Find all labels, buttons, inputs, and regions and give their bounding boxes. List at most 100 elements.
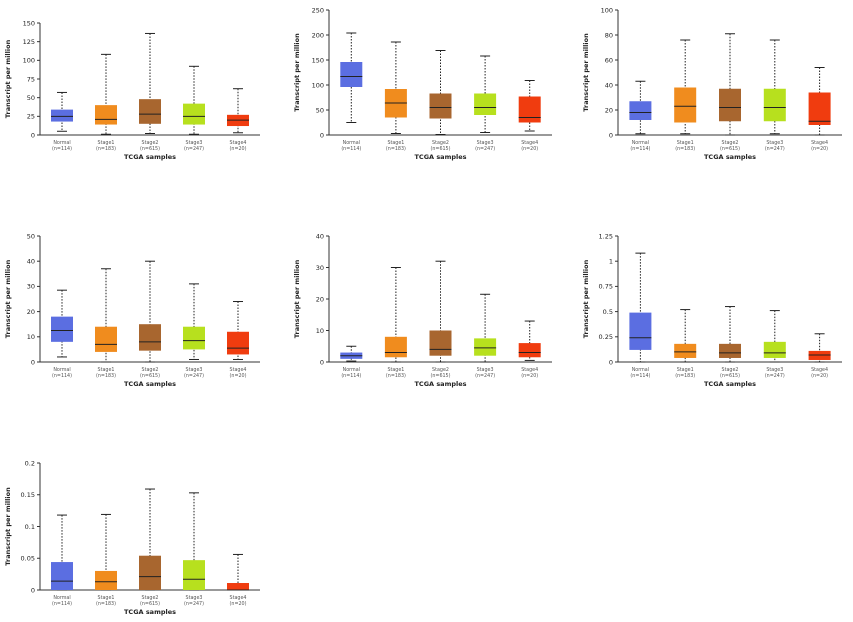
boxplot-panel-6: 0 0.25 0.5 0.75 1 1.25 Transcript per million N… <box>582 232 842 388</box>
sample-count-label: (n=114) <box>630 373 650 379</box>
y-axis-label: Transcript per million <box>4 259 12 338</box>
sample-count-label: (n=114) <box>52 146 72 152</box>
category-label: Stage1 <box>387 140 404 146</box>
y-tick-label: 0 <box>320 358 324 366</box>
x-axis-label: TCGA samples <box>124 380 176 388</box>
y-tick-label: 25 <box>27 113 35 121</box>
category-label: Stage1 <box>98 595 115 601</box>
box-stage3 <box>183 326 205 350</box>
sample-count-label: (n=247) <box>765 146 785 152</box>
sample-count-label: (n=615) <box>720 146 740 152</box>
box-stage4 <box>808 92 831 125</box>
box-stage1 <box>674 87 697 123</box>
box-stage2 <box>719 88 741 122</box>
sample-count-label: (n=247) <box>765 373 785 379</box>
category-label: Stage4 <box>811 367 828 373</box>
y-tick-label: 10 <box>27 333 35 341</box>
x-axis-label: TCGA samples <box>124 608 176 616</box>
sample-count-label: (n=183) <box>675 373 695 379</box>
y-tick-label: 50 <box>316 106 324 114</box>
sample-count-label: (n=615) <box>720 373 740 379</box>
box-stage4 <box>808 350 831 360</box>
sample-count-label: (n=247) <box>184 601 204 607</box>
y-tick-label: 200 <box>312 31 324 39</box>
x-axis-label: TCGA samples <box>704 380 756 388</box>
y-tick-label: 0 <box>609 358 613 366</box>
box-stage4 <box>227 583 249 590</box>
y-tick-label: 40 <box>605 81 613 89</box>
y-tick-label: 0.25 <box>599 333 613 341</box>
y-tick-label: 100 <box>601 6 613 14</box>
sample-count-label: (n=114) <box>341 373 361 379</box>
category-label: Stage4 <box>230 367 247 373</box>
category-label: Stage4 <box>811 140 828 146</box>
category-label: Stage2 <box>142 140 159 146</box>
category-label: Normal <box>53 595 70 601</box>
category-label: Stage4 <box>230 595 247 601</box>
box-stage4 <box>518 343 541 358</box>
sample-count-label: (n=183) <box>386 146 406 152</box>
category-label: Stage2 <box>722 367 739 373</box>
boxplot-panel-2: 0 50 100 150 200 250 Transcript per million Nor… <box>293 6 552 161</box>
box-stage3 <box>763 341 786 358</box>
y-tick-label: 0 <box>31 586 35 594</box>
category-label: Stage2 <box>432 367 449 373</box>
sample-count-label: (n=247) <box>475 146 495 152</box>
sample-count-label: (n=183) <box>675 146 695 152</box>
category-label: Normal <box>53 140 70 146</box>
y-tick-label: 20 <box>605 106 613 114</box>
box-stage1 <box>384 336 407 358</box>
sample-count-label: (n=183) <box>386 373 406 379</box>
y-tick-label: 0 <box>320 131 324 139</box>
y-tick-label: 40 <box>27 258 35 266</box>
sample-count-label: (n=615) <box>140 601 160 607</box>
y-tick-label: 10 <box>316 327 324 335</box>
y-tick-label: 150 <box>23 19 35 27</box>
x-axis-label: TCGA samples <box>124 153 176 161</box>
sample-count-label: (n=114) <box>341 146 361 152</box>
y-tick-label: 75 <box>27 75 35 83</box>
box-stage3 <box>183 560 205 590</box>
y-tick-label: 250 <box>312 6 324 14</box>
category-label: Stage2 <box>432 140 449 146</box>
y-tick-label: 30 <box>27 283 35 291</box>
y-tick-label: 100 <box>312 81 324 89</box>
x-axis-label: TCGA samples <box>704 153 756 161</box>
category-label: Stage1 <box>677 367 694 373</box>
box-stage2 <box>719 343 741 358</box>
box-stage2 <box>429 93 452 119</box>
y-tick-label: 40 <box>316 232 324 240</box>
sample-count-label: (n=183) <box>96 601 116 607</box>
sample-count-label: (n=20) <box>521 373 538 379</box>
category-label: Normal <box>632 140 649 146</box>
box-normal <box>51 109 73 122</box>
sample-count-label: (n=615) <box>140 373 160 379</box>
y-tick-label: 0.15 <box>21 491 35 499</box>
box-normal <box>629 101 652 120</box>
sample-count-label: (n=20) <box>230 601 247 607</box>
category-label: Normal <box>53 367 70 373</box>
category-label: Stage3 <box>766 140 783 146</box>
sample-count-label: (n=20) <box>811 373 828 379</box>
y-tick-label: 150 <box>312 56 324 64</box>
y-tick-label: 1.25 <box>599 232 613 240</box>
box-normal <box>51 562 73 590</box>
y-tick-label: 0.2 <box>25 459 35 467</box>
sample-count-label: (n=615) <box>140 146 160 152</box>
box-normal <box>340 62 363 87</box>
boxplot-panel-3: 0 20 40 60 80 100 Transcript per million Normal… <box>582 6 842 161</box>
sample-count-label: (n=247) <box>475 373 495 379</box>
category-label: Stage1 <box>387 367 404 373</box>
category-label: Stage3 <box>766 367 783 373</box>
category-label: Stage2 <box>142 367 159 373</box>
sample-count-label: (n=615) <box>431 146 451 152</box>
box-stage2 <box>139 555 161 590</box>
box-stage3 <box>183 103 205 125</box>
y-tick-label: 60 <box>605 56 613 64</box>
y-tick-label: 0.05 <box>21 555 35 563</box>
category-label: Stage2 <box>722 140 739 146</box>
sample-count-label: (n=114) <box>52 373 72 379</box>
y-tick-label: 20 <box>27 308 35 316</box>
